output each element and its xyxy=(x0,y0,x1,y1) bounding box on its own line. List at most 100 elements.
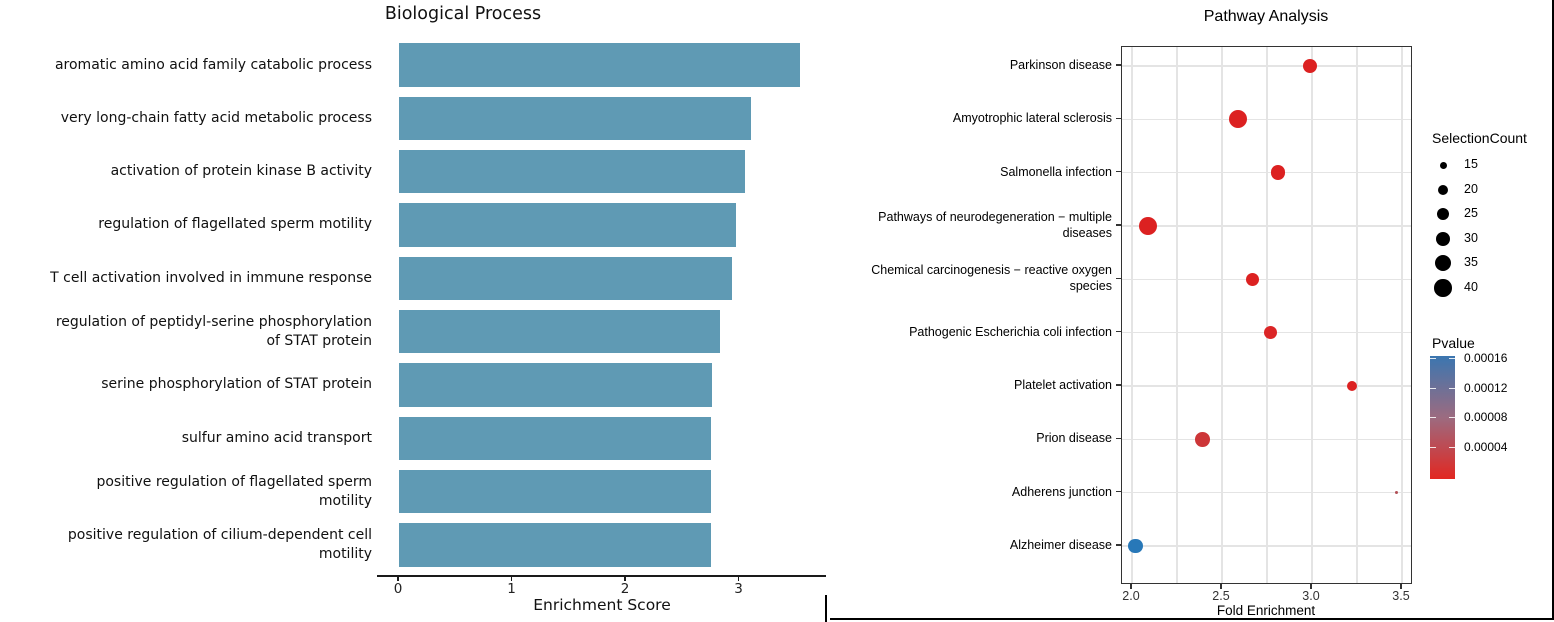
x-tick-label: 3.0 xyxy=(1302,589,1320,603)
pvalue-legend-tick xyxy=(1430,417,1436,419)
gridline-horizontal xyxy=(1122,278,1411,281)
category-label: positive regulation of flagellated sperm… xyxy=(96,473,372,509)
data-point xyxy=(1229,110,1248,129)
category-tick-mark xyxy=(1116,224,1121,226)
category-label: Chemical carcinogenesis − reactive oxyge… xyxy=(871,263,1112,294)
x-tick-label: 1 xyxy=(507,581,516,597)
pvalue-legend-tick xyxy=(1430,358,1436,359)
gridline-horizontal xyxy=(1122,491,1411,494)
pvalue-legend-tick xyxy=(1449,387,1455,389)
size-legend-dot xyxy=(1436,231,1450,246)
category-tick-mark xyxy=(1116,491,1121,493)
pvalue-legend-tick xyxy=(1449,358,1455,359)
size-legend-label: 20 xyxy=(1464,181,1478,196)
category-label: very long-chain fatty acid metabolic pro… xyxy=(60,109,372,126)
x-tick-label: 2.5 xyxy=(1212,589,1230,603)
category-label: regulation of peptidyl-serine phosphoryl… xyxy=(55,313,372,349)
size-legend-dot xyxy=(1435,255,1451,272)
x-tick-mark xyxy=(1220,584,1222,589)
data-point xyxy=(1128,538,1143,554)
category-label: serine phosphorylation of STAT protein xyxy=(101,376,372,393)
size-legend-dot xyxy=(1439,161,1447,169)
gridline-vertical xyxy=(1221,47,1223,583)
category-label: Salmonella infection xyxy=(1000,164,1112,179)
x-axis-label: Enrichment Score xyxy=(533,596,671,614)
category-label: Amyotrophic lateral sclerosis xyxy=(952,111,1112,126)
bar xyxy=(399,203,737,247)
x-tick-mark xyxy=(510,576,513,582)
category-label: Alzheimer disease xyxy=(1009,537,1112,552)
gridline-horizontal xyxy=(1122,171,1411,174)
bar xyxy=(399,416,712,461)
size-legend-dot xyxy=(1434,279,1452,297)
x-tick-mark xyxy=(1310,584,1312,589)
gridline-vertical xyxy=(1401,47,1403,583)
category-label: sulfur amino acid transport xyxy=(181,429,372,446)
data-point xyxy=(1270,165,1285,180)
chart-title: Biological Process xyxy=(384,4,542,24)
category-label: positive regulation of cilium-dependent … xyxy=(67,526,372,562)
x-tick-mark xyxy=(397,576,399,582)
bar xyxy=(399,523,712,567)
bar xyxy=(399,149,746,194)
category-tick-mark xyxy=(1116,384,1121,386)
category-tick-mark xyxy=(1116,171,1121,173)
gridline-vertical xyxy=(1131,47,1133,583)
category-label: Prion disease xyxy=(1036,431,1112,446)
gridline-horizontal xyxy=(1122,385,1411,387)
category-label: Pathways of neurodegeneration − multiple… xyxy=(878,209,1112,240)
category-label: regulation of flagellated sperm motility xyxy=(98,216,372,233)
bar xyxy=(399,43,800,87)
bar xyxy=(399,469,712,514)
category-label: Pathogenic Escherichia coli infection xyxy=(909,324,1112,339)
gridline-vertical xyxy=(1311,47,1313,583)
x-tick-mark xyxy=(624,576,626,582)
category-label: Adherens junction xyxy=(1011,484,1112,499)
category-label: aromatic amino acid family catabolic pro… xyxy=(54,56,372,73)
x-axis-line xyxy=(377,575,826,577)
x-tick-mark xyxy=(1400,584,1402,589)
x-tick-mark xyxy=(1130,584,1132,589)
size-legend-label: 15 xyxy=(1464,157,1478,171)
pathway-analysis-figure: Pathway Analysis Parkinson disease Amyotr… xyxy=(830,0,1554,620)
x-tick-mark xyxy=(737,576,740,582)
x-tick-label: 3.5 xyxy=(1392,589,1410,603)
x-tick-label: 2.0 xyxy=(1122,589,1140,603)
bar xyxy=(399,309,721,354)
category-tick-mark xyxy=(1116,544,1121,546)
data-point xyxy=(1303,59,1318,73)
category-tick-mark xyxy=(1116,117,1121,119)
bar xyxy=(399,256,732,301)
gridline-horizontal xyxy=(1122,438,1411,441)
size-legend-title: SelectionCount xyxy=(1432,130,1527,146)
category-label: T cell activation involved in immune res… xyxy=(50,269,372,286)
size-legend-label: 35 xyxy=(1464,255,1478,270)
x-axis-label: Fold Enrichment xyxy=(1216,603,1316,618)
pvalue-legend-tick xyxy=(1430,446,1436,448)
size-legend-dot xyxy=(1437,208,1449,221)
gridline-horizontal xyxy=(1122,225,1411,227)
size-legend-label: 25 xyxy=(1464,206,1478,221)
pvalue-legend-label: 0.00016 xyxy=(1464,351,1508,365)
bar xyxy=(399,363,713,407)
data-point xyxy=(1346,380,1357,391)
figure-border-corner-segment xyxy=(825,595,828,622)
pvalue-legend-label: 0.00008 xyxy=(1464,410,1508,425)
data-point xyxy=(1246,272,1260,286)
x-tick-label: 0 xyxy=(393,581,403,597)
pvalue-legend-label: 0.00012 xyxy=(1464,380,1508,395)
category-tick-mark xyxy=(1116,437,1121,439)
data-point xyxy=(1139,216,1158,236)
gridline-horizontal xyxy=(1122,65,1411,67)
category-label: Parkinson disease xyxy=(1009,58,1112,72)
gridline-vertical xyxy=(1356,47,1358,583)
category-tick-mark xyxy=(1116,64,1121,66)
color-legend-title: Pvalue xyxy=(1432,335,1475,351)
data-point xyxy=(1394,490,1399,495)
bar xyxy=(399,96,751,141)
category-label: Platelet activation xyxy=(1014,377,1112,392)
category-tick-mark xyxy=(1116,331,1121,333)
pvalue-legend-tick xyxy=(1449,446,1455,448)
gridline-horizontal xyxy=(1122,545,1411,547)
category-tick-mark xyxy=(1116,277,1121,279)
